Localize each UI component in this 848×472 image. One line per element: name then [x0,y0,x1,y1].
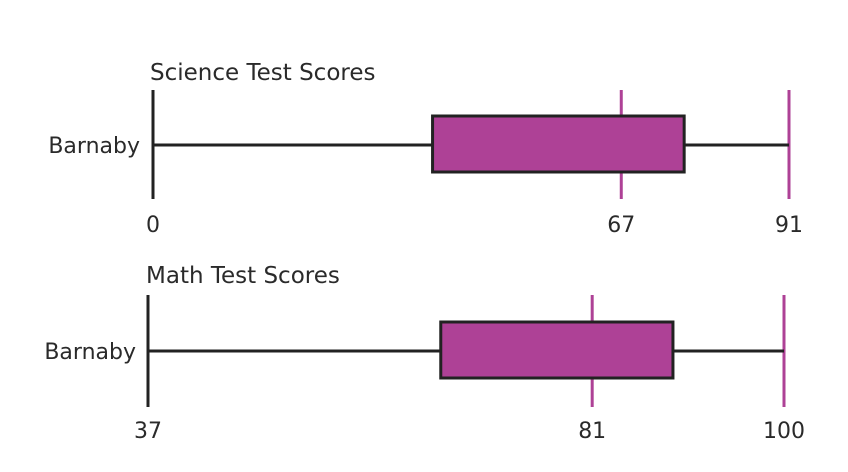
math-tick-label-max: 100 [763,419,805,444]
science-tick-label-median: 67 [607,213,635,238]
science-panel: Science Test Scores Barnaby 0 67 91 [48,60,803,238]
math-category-label: Barnaby [44,340,136,365]
math-tick-label-median: 81 [578,419,606,444]
science-category-label: Barnaby [48,134,140,159]
math-tick-label-min: 37 [134,419,162,444]
science-chart-title: Science Test Scores [150,60,375,86]
science-box [431,114,686,174]
math-panel: Math Test Scores Barnaby 37 81 100 [44,263,805,444]
science-tick-label-max: 91 [775,213,803,238]
math-chart-title: Math Test Scores [146,263,340,289]
science-tick-label-min: 0 [146,213,160,238]
math-box [439,320,675,380]
